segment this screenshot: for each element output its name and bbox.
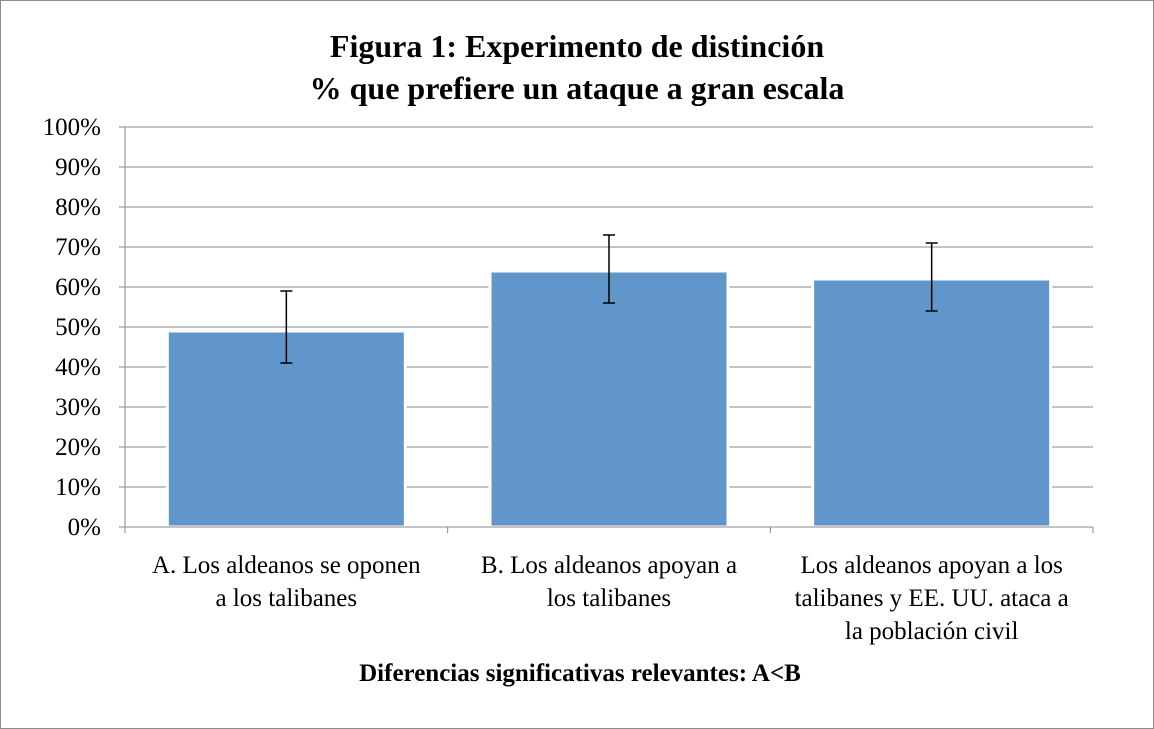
y-tick-label: 20%: [55, 434, 101, 461]
y-tick-label: 40%: [55, 354, 101, 381]
chart-title: Figura 1: Experimento de distinción: [329, 28, 825, 64]
y-tick-label: 90%: [55, 154, 101, 181]
y-tick-label: 50%: [55, 314, 101, 341]
x-category-label: los talibanes: [547, 585, 671, 612]
y-tick-label: 10%: [55, 474, 101, 501]
x-category-label: a los talibanes: [216, 585, 358, 612]
x-category-label: Los aldeanos apoyan a los: [800, 552, 1062, 579]
x-category-label: B. Los aldeanos apoyan a: [481, 552, 737, 579]
chart-subtitle: % que prefiere un ataque a gran escala: [309, 70, 845, 106]
y-tick-label: 70%: [55, 234, 101, 261]
y-tick-label: 100%: [43, 114, 101, 141]
bar: [488, 269, 730, 529]
x-axis-label: Diferencias significativas relevantes: A…: [359, 660, 801, 687]
x-category-label: la población civil: [845, 618, 1019, 645]
y-tick-label: 30%: [55, 394, 101, 421]
bar: [811, 277, 1053, 529]
y-tick-label: 0%: [68, 514, 101, 541]
y-tick-label: 80%: [55, 194, 101, 221]
x-category-label: talibanes y EE. UU. ataca a: [795, 585, 1069, 612]
x-category-label: A. Los aldeanos se oponen: [152, 552, 421, 579]
y-tick-label: 60%: [55, 274, 101, 301]
